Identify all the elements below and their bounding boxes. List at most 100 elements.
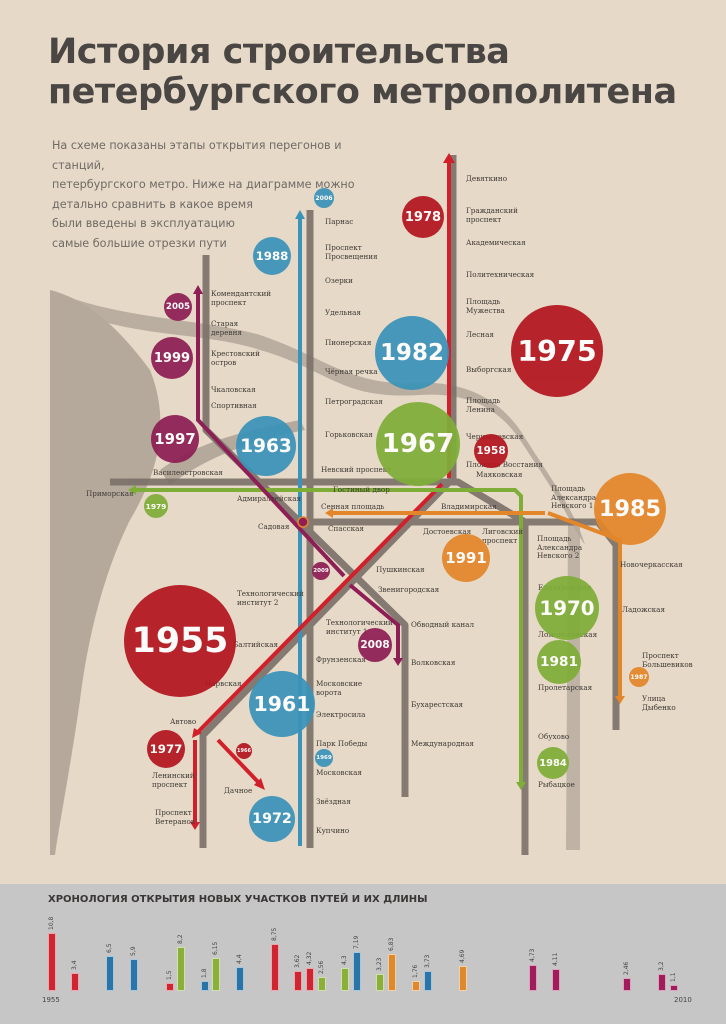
station-label: Ленинский проспект bbox=[152, 771, 195, 789]
year-circle-1985: 1985 bbox=[594, 473, 666, 545]
station-label: Рыбацкое bbox=[538, 780, 575, 789]
line-5-gray bbox=[202, 255, 409, 797]
bar bbox=[341, 967, 349, 991]
bar bbox=[71, 972, 79, 991]
bar-value-label: 5,9 bbox=[130, 946, 137, 957]
station-label: Проспект Ветеранов bbox=[155, 808, 195, 826]
station-label: Маяковская bbox=[476, 470, 523, 479]
year-circle-1979: 1979 bbox=[144, 494, 168, 518]
x-axis-start-label: 1955 bbox=[42, 996, 60, 1004]
station-label: Парнас bbox=[325, 217, 354, 226]
bar-value-label: 4,73 bbox=[529, 949, 536, 963]
transfer-node-sadovaya bbox=[297, 516, 309, 528]
station-label: Проспект Большевиков bbox=[642, 651, 693, 669]
station-label: Пролетарская bbox=[538, 683, 593, 692]
station-label: Пушкинская bbox=[376, 565, 425, 574]
arrow-icon bbox=[192, 728, 202, 738]
bar bbox=[271, 943, 279, 991]
bar bbox=[670, 985, 678, 991]
year-circle-1997: 1997 bbox=[151, 415, 199, 463]
bar bbox=[294, 971, 302, 991]
year-circle-1981: 1981 bbox=[537, 640, 581, 684]
bar bbox=[459, 965, 467, 991]
bar bbox=[306, 967, 314, 991]
bar bbox=[552, 968, 560, 991]
station-label: Автово bbox=[170, 717, 197, 726]
bar bbox=[212, 957, 220, 991]
station-label: Академическая bbox=[466, 238, 526, 247]
year-circle-1955: 1955 bbox=[124, 585, 236, 697]
year-circle-1967: 1967 bbox=[376, 402, 460, 486]
line-1-gray bbox=[199, 155, 457, 848]
station-label: Василеостровская bbox=[153, 468, 223, 477]
station-label: Невский проспект bbox=[321, 465, 392, 474]
bar-value-label: 2,46 bbox=[623, 961, 630, 975]
station-label: Электросила bbox=[316, 710, 366, 719]
arrow-icon bbox=[516, 782, 526, 790]
bar-value-label: 4,11 bbox=[552, 952, 559, 966]
bar-value-label: 4,4 bbox=[236, 954, 243, 965]
station-label: Звенигородская bbox=[378, 585, 440, 594]
arrow-icon bbox=[128, 485, 136, 495]
bar-value-label: 3,73 bbox=[424, 954, 431, 968]
neva-river bbox=[50, 290, 585, 545]
station-label: Звёздная bbox=[316, 797, 351, 806]
bar bbox=[201, 981, 209, 991]
station-label: Садовая bbox=[258, 522, 290, 531]
chart-title: ХРОНОЛОГИЯ ОТКРЫТИЯ НОВЫХ УЧАСТКОВ ПУТЕЙ… bbox=[48, 894, 428, 905]
year-circle-1966: 1966 bbox=[236, 743, 252, 759]
bar bbox=[388, 954, 396, 991]
station-label: Парк Победы bbox=[316, 739, 368, 748]
station-label: Горьковская bbox=[325, 430, 373, 439]
bar-value-label: 1,76 bbox=[412, 965, 419, 979]
arrow-icon bbox=[393, 658, 403, 666]
bar-value-label: 3,62 bbox=[294, 955, 301, 969]
line-5-magenta bbox=[196, 290, 400, 662]
line-3-green bbox=[133, 488, 523, 786]
station-label: Обухово bbox=[538, 732, 570, 741]
year-circle-2008: 2008 bbox=[358, 628, 392, 662]
bar bbox=[658, 973, 666, 991]
bar bbox=[353, 952, 361, 991]
station-label: Озерки bbox=[325, 276, 353, 285]
year-circle-1975: 1975 bbox=[511, 305, 603, 397]
bar-value-label: 1,5 bbox=[166, 970, 173, 980]
year-circle-1982: 1982 bbox=[375, 316, 449, 390]
bar-value-label: 8,75 bbox=[271, 927, 278, 941]
intro-text: На схеме показаны этапы открытия перегон… bbox=[52, 139, 355, 250]
station-label: Чкаловская bbox=[211, 385, 256, 394]
arrow-heads bbox=[128, 153, 625, 830]
station-label: Удельная bbox=[325, 308, 361, 317]
station-label: Спортивная bbox=[211, 401, 257, 410]
station-label: Площадь Мужества bbox=[466, 297, 505, 315]
year-circle-1978: 1978 bbox=[402, 196, 444, 238]
bar-value-label: 7,19 bbox=[353, 935, 360, 950]
station-label: Купчино bbox=[316, 826, 350, 835]
station-label: Достоевская bbox=[423, 527, 472, 536]
station-label: Выборгская bbox=[466, 365, 512, 374]
station-label: Пионерская bbox=[325, 338, 372, 347]
bar bbox=[318, 977, 326, 991]
station-label: Лесная bbox=[466, 330, 494, 339]
bar-value-label: 3,4 bbox=[71, 960, 78, 970]
station-label: Приморская bbox=[86, 489, 134, 498]
line-3-gray bbox=[110, 478, 529, 855]
station-label: Площадь Ленина bbox=[466, 396, 501, 414]
bar-value-label: 4,3 bbox=[341, 955, 348, 965]
year-circle-2006: 2006 bbox=[314, 188, 334, 208]
bar-value-label: 3,2 bbox=[658, 961, 665, 971]
station-label: Лиговский проспект bbox=[482, 527, 524, 545]
bar-value-label: 1,1 bbox=[670, 972, 677, 983]
year-circle-1991: 1991 bbox=[442, 534, 490, 582]
station-label: Бухарестская bbox=[411, 700, 464, 709]
station-label: Спасская bbox=[328, 524, 364, 533]
station-label: Площадь Александра Невского 1 bbox=[551, 484, 597, 510]
station-label: Дачное bbox=[224, 786, 253, 795]
colored-lines bbox=[133, 160, 622, 846]
chart-panel: ХРОНОЛОГИЯ ОТКРЫТИЯ НОВЫХ УЧАСТКОВ ПУТЕЙ… bbox=[0, 884, 726, 1024]
station-label: Технологический институт 2 bbox=[237, 589, 304, 607]
bar bbox=[412, 981, 420, 991]
year-circle-1958: 1958 bbox=[474, 434, 508, 468]
station-label: Балтийская bbox=[233, 640, 279, 649]
station-label: Обводный канал bbox=[411, 620, 475, 629]
